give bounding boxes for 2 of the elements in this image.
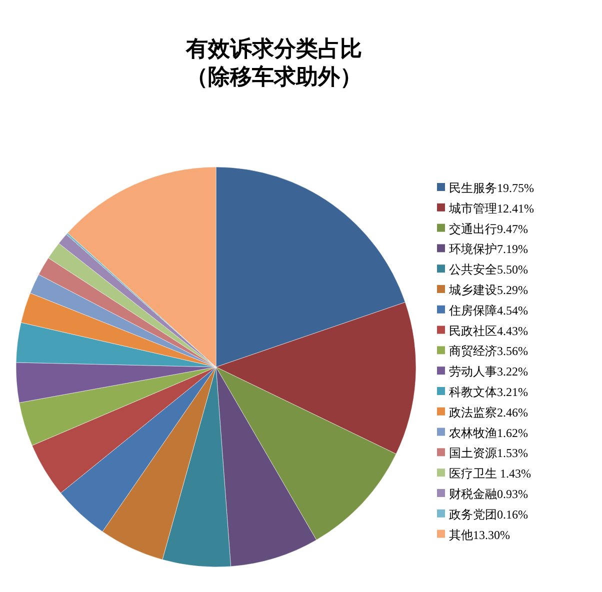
subtitle: （除移车求助外） [186, 64, 362, 89]
title: 有效诉求分类占比 [186, 36, 362, 61]
